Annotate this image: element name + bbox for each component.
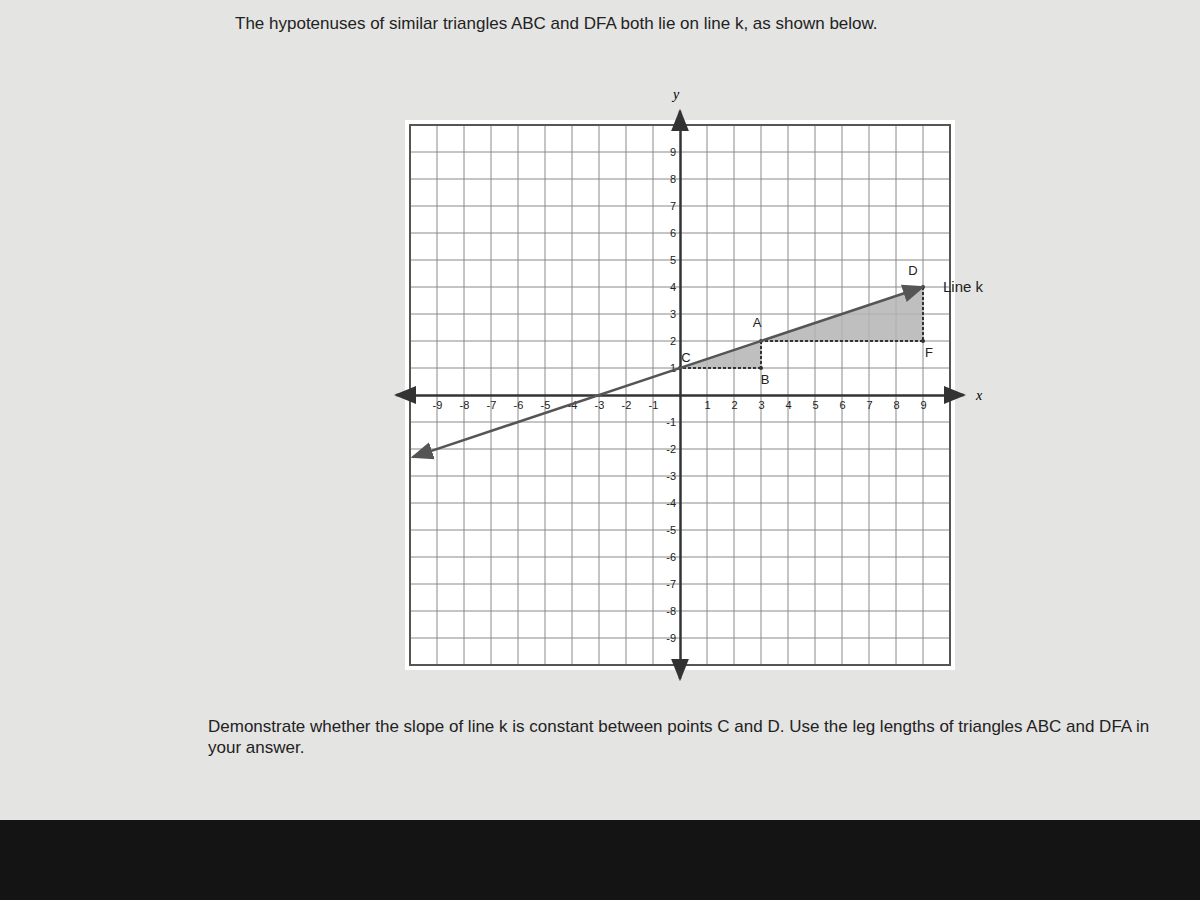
x-tick-label: -3 <box>595 399 605 411</box>
triangle-leg <box>760 341 762 368</box>
y-tick: -9 <box>666 632 680 644</box>
x-tick: 1 <box>704 395 710 411</box>
x-tick: -2 <box>622 395 632 411</box>
point-label: D <box>908 263 917 278</box>
y-tick-label: -1 <box>666 416 676 428</box>
axis-arrow <box>679 665 682 679</box>
x-tick-label: -1 <box>649 399 659 411</box>
x-tick-label: 6 <box>839 399 845 411</box>
x-tick: 7 <box>866 395 872 411</box>
y-tick-label: -3 <box>666 470 676 482</box>
y-tick: 2 <box>670 335 680 347</box>
x-tick-label: 1 <box>704 399 710 411</box>
y-tick-label: 8 <box>670 173 676 185</box>
x-tick: 9 <box>920 395 926 411</box>
y-tick-label: -6 <box>666 551 676 563</box>
triangle-leg <box>680 367 761 369</box>
y-tick: 6 <box>670 227 680 239</box>
x-tick: -1 <box>649 395 659 411</box>
y-tick: -7 <box>666 578 680 590</box>
chart: -9-8-7-6-5-4-3-2-1123456789-9-8-7-6-5-4-… <box>0 0 1200 820</box>
x-tick-label: 8 <box>893 399 899 411</box>
point-label: F <box>925 345 933 360</box>
y-tick: -8 <box>666 605 680 617</box>
y-tick-label: 7 <box>670 200 676 212</box>
y-tick: 9 <box>670 146 680 158</box>
axis-arrows <box>396 111 964 679</box>
vertex <box>759 366 763 370</box>
x-tick-label: 9 <box>920 399 926 411</box>
x-tick: 2 <box>731 395 737 411</box>
y-tick: 8 <box>670 173 680 185</box>
x-tick-label: -5 <box>541 399 551 411</box>
x-tick: 6 <box>839 395 845 411</box>
y-tick: 7 <box>670 200 680 212</box>
x-tick-label: -7 <box>487 399 497 411</box>
x-tick: 4 <box>785 395 791 411</box>
axis-arrow <box>396 394 410 397</box>
y-tick: -5 <box>666 524 680 536</box>
y-tick: -4 <box>666 497 680 509</box>
y-tick: 3 <box>670 308 680 320</box>
y-tick: 4 <box>670 281 680 293</box>
x-tick-label: 3 <box>758 399 764 411</box>
question: Demonstrate whether the slope of line k … <box>208 716 1168 758</box>
y-tick-label: -5 <box>666 524 676 536</box>
y-tick-label: 5 <box>670 254 676 266</box>
plot-frame <box>410 125 950 665</box>
grid <box>410 125 950 665</box>
y-tick-label: -7 <box>666 578 676 590</box>
x-tick: -7 <box>487 395 497 411</box>
y-axis-line <box>679 126 682 666</box>
x-tick: -3 <box>595 395 605 411</box>
x-axis-label: x <box>975 388 983 403</box>
title: The hypotenuses of similar triangles ABC… <box>235 14 1175 34</box>
y-tick: -2 <box>666 443 680 455</box>
y-tick-label: 3 <box>670 308 676 320</box>
x-tick: -6 <box>514 395 524 411</box>
vertex <box>921 339 925 343</box>
x-tick: -8 <box>460 395 470 411</box>
triangle-leg <box>922 287 924 341</box>
line-label: Line k <box>943 278 984 295</box>
y-axis-label: y <box>671 87 680 102</box>
x-tick: 8 <box>893 395 899 411</box>
axis-arrow <box>950 394 964 397</box>
photo-edge <box>0 820 1200 900</box>
y-tick-label: 6 <box>670 227 676 239</box>
y-tick: -6 <box>666 551 680 563</box>
x-tick-label: 5 <box>812 399 818 411</box>
line-k <box>413 287 923 457</box>
point-label: A <box>753 315 762 330</box>
y-axis: -9-8-7-6-5-4-3-2-1123456789 <box>666 126 680 666</box>
x-tick-label: -2 <box>622 399 632 411</box>
y-tick-label: 9 <box>670 146 676 158</box>
x-tick: 3 <box>758 395 764 411</box>
y-tick-label: -8 <box>666 605 676 617</box>
y-tick: 5 <box>670 254 680 266</box>
x-tick-label: -8 <box>460 399 470 411</box>
y-tick-label: -9 <box>666 632 676 644</box>
x-tick-label: 4 <box>785 399 791 411</box>
y-tick-label: -2 <box>666 443 676 455</box>
point-label: B <box>761 372 770 387</box>
x-tick-label: 7 <box>866 399 872 411</box>
x-tick: -9 <box>433 395 443 411</box>
y-tick-label: 2 <box>670 335 676 347</box>
x-tick: 5 <box>812 395 818 411</box>
triangle-leg <box>761 340 923 342</box>
axis-arrow <box>679 111 682 125</box>
y-tick: -1 <box>666 416 680 428</box>
x-tick: -5 <box>541 395 551 411</box>
point-label: C <box>681 350 690 365</box>
x-tick-label: -6 <box>514 399 524 411</box>
y-tick: -3 <box>666 470 680 482</box>
x-tick-label: 2 <box>731 399 737 411</box>
x-tick-label: -9 <box>433 399 443 411</box>
y-tick-label: -4 <box>666 497 676 509</box>
paper <box>405 120 955 670</box>
y-tick-label: 4 <box>670 281 676 293</box>
